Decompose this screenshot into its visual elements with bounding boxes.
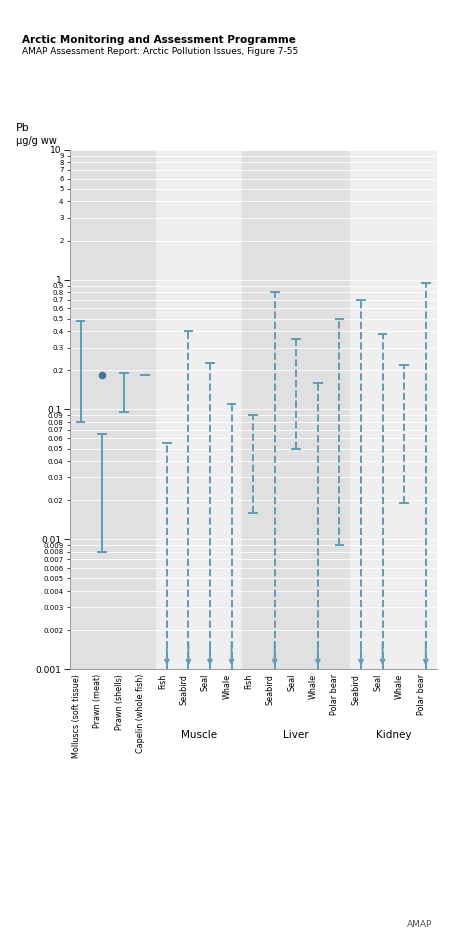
Text: µg/g ww: µg/g ww [16, 136, 57, 146]
Bar [350, 150, 436, 669]
Text: Muscle: Muscle [181, 730, 217, 740]
Text: Arctic Monitoring and Assessment Programme: Arctic Monitoring and Assessment Program… [22, 35, 297, 45]
Text: Seabird: Seabird [352, 674, 361, 705]
Text: Kidney: Kidney [376, 730, 411, 740]
Text: Fish: Fish [244, 674, 253, 689]
Text: Seal: Seal [374, 674, 382, 692]
Text: Fish: Fish [158, 674, 167, 689]
Text: AMAP: AMAP [407, 919, 432, 929]
Text: Molluscs (soft tissue): Molluscs (soft tissue) [72, 674, 81, 758]
Text: AMAP Assessment Report: Arctic Pollution Issues, Figure 7-55: AMAP Assessment Report: Arctic Pollution… [22, 47, 299, 56]
Text: Seal: Seal [287, 674, 296, 692]
Bar [70, 150, 156, 669]
Text: Polar bear: Polar bear [330, 674, 339, 715]
Text: Prawn (shells): Prawn (shells) [115, 674, 124, 730]
Text: Prawn (meat): Prawn (meat) [93, 674, 102, 728]
Text: Seabird: Seabird [180, 674, 189, 705]
Bar [156, 150, 243, 669]
Text: Whale: Whale [223, 674, 232, 699]
Text: Seabird: Seabird [266, 674, 274, 705]
Text: Capelin (whole fish): Capelin (whole fish) [136, 674, 145, 753]
Text: Whale: Whale [395, 674, 404, 699]
Text: Liver: Liver [284, 730, 309, 740]
Text: Seal: Seal [201, 674, 210, 692]
Text: Polar bear: Polar bear [417, 674, 426, 715]
Text: Whale: Whale [309, 674, 318, 699]
Text: Pb: Pb [16, 123, 30, 133]
Bar [243, 150, 350, 669]
